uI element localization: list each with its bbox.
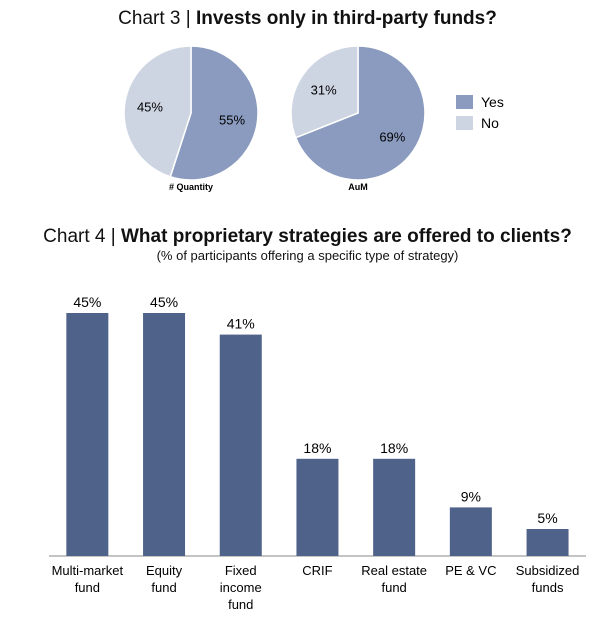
legend-label-yes: Yes [481,94,504,110]
bar-value-label-7: 5% [537,510,557,526]
category-label-2: Equity fund [146,563,183,595]
bar-6 [449,507,492,556]
bar-value-label-3: 41% [227,316,255,332]
category-label-3: Fixed income fund [220,563,262,612]
category-label-5: Real estate fund [361,563,427,595]
bar-4 [296,458,339,556]
category-label-7: Subsidized funds [516,563,580,595]
category-label-4: CRIF [302,563,332,578]
pie2-caption: AuM [348,182,368,192]
chart3-title-text: Invests only in third-party funds? [195,8,497,29]
legend-label-no: No [481,115,499,131]
bar-value-label-1: 45% [73,294,101,310]
chart4-title: Chart 4 | What proprietary strategies ar… [0,226,615,248]
chart3-title: Chart 3 | Invests only in third-party fu… [0,8,615,30]
chart3-title-prefix: Chart 3 | [118,8,196,29]
chart4-subtitle: (% of participants offering a specific t… [156,248,459,263]
pie2-slice-yes [294,45,426,181]
chart4-title-text: What proprietary strategies are offered … [120,226,572,247]
bar-3 [219,334,262,556]
bar-value-label-4: 18% [303,440,331,456]
bar-2 [143,313,186,556]
category-label-6: PE & VC [445,563,496,578]
pie1-slice-label-no: 45% [137,100,163,115]
bar-value-label-6: 9% [461,488,481,504]
chart3-pies: 55% 45% # Quantity 69% 31% AuM Yes No [123,45,504,192]
bar-7 [526,529,569,556]
pie1-caption: # Quantity [169,182,213,192]
pie2-slice-no [290,45,359,139]
pie1-slice-yes [169,45,259,181]
pie2-slice-label-yes: 69% [379,129,405,144]
category-label-1: Multi-market fund [52,563,124,595]
bar-1 [66,313,109,556]
bar-value-label-5: 18% [380,440,408,456]
chart4-title-prefix: Chart 4 | [43,226,121,247]
bar-5 [373,458,416,556]
pie1-slice-no [123,45,192,178]
bar-value-label-2: 45% [150,294,178,310]
legend-swatch-yes [456,95,473,109]
legend-swatch-no [456,116,473,130]
pie1-slice-label-yes: 55% [219,112,245,127]
pie2-slice-label-no: 31% [311,83,337,98]
